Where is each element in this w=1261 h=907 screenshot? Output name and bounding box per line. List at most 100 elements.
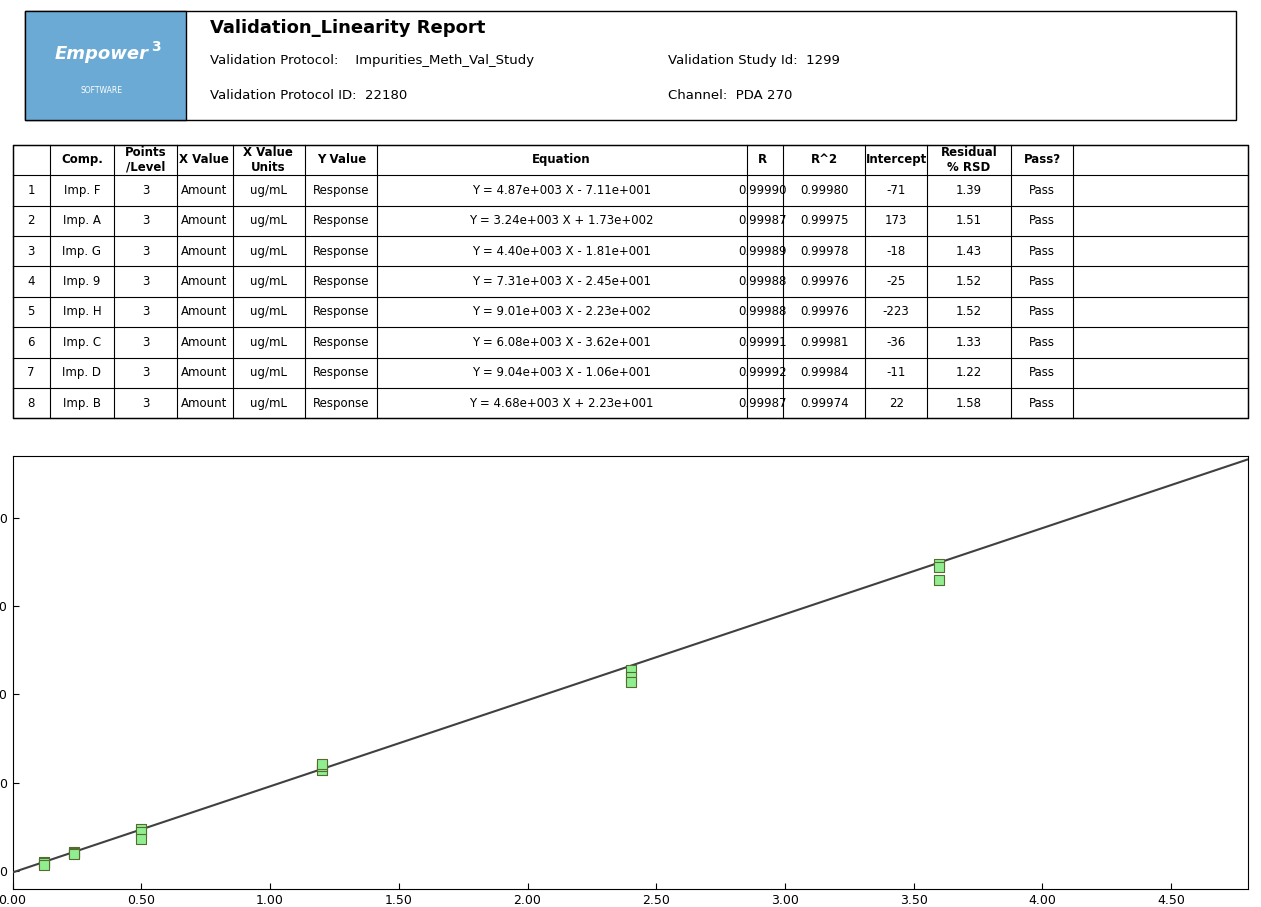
Text: Response: Response xyxy=(313,336,369,349)
Text: 0.99974: 0.99974 xyxy=(801,396,849,410)
Text: 0.99987: 0.99987 xyxy=(739,214,787,228)
Text: Y = 9.01e+003 X - 2.23e+002: Y = 9.01e+003 X - 2.23e+002 xyxy=(472,306,651,318)
Bar xyxy=(25,12,185,121)
Text: 7: 7 xyxy=(28,366,35,379)
Text: Amount: Amount xyxy=(182,245,227,258)
Text: Pass: Pass xyxy=(1029,245,1055,258)
Text: Comp.: Comp. xyxy=(61,153,102,167)
Text: 1: 1 xyxy=(28,184,35,197)
Text: Pass: Pass xyxy=(1029,214,1055,228)
Text: 1.52: 1.52 xyxy=(956,275,982,288)
Text: 3: 3 xyxy=(142,366,150,379)
Text: 0.99975: 0.99975 xyxy=(801,214,849,228)
Text: Validation Protocol ID:  22180: Validation Protocol ID: 22180 xyxy=(211,89,407,102)
Text: Amount: Amount xyxy=(182,396,227,410)
Text: 1.33: 1.33 xyxy=(956,336,982,349)
Text: 8: 8 xyxy=(28,396,35,410)
Text: 0.99981: 0.99981 xyxy=(801,336,849,349)
Text: 3: 3 xyxy=(142,245,150,258)
Text: Response: Response xyxy=(313,184,369,197)
Text: X Value: X Value xyxy=(179,153,230,167)
Text: 1.43: 1.43 xyxy=(956,245,982,258)
Text: Response: Response xyxy=(313,245,369,258)
Text: Equation: Equation xyxy=(532,153,590,167)
Point xyxy=(64,845,84,860)
Text: 3: 3 xyxy=(142,306,150,318)
Text: ug/mL: ug/mL xyxy=(250,336,288,349)
Text: Amount: Amount xyxy=(182,336,227,349)
Text: ug/mL: ug/mL xyxy=(250,214,288,228)
Text: Response: Response xyxy=(313,214,369,228)
Text: 0.99992: 0.99992 xyxy=(739,366,787,379)
Text: -18: -18 xyxy=(886,245,905,258)
Text: Y = 4.68e+003 X + 2.23e+001: Y = 4.68e+003 X + 2.23e+001 xyxy=(469,396,653,410)
Text: 6: 6 xyxy=(28,336,35,349)
Text: 3: 3 xyxy=(142,214,150,228)
Text: Validation Protocol:    Impurities_Meth_Val_Study: Validation Protocol: Impurities_Meth_Val… xyxy=(211,54,535,66)
Point xyxy=(34,854,53,869)
Point xyxy=(34,856,53,871)
Text: 1.51: 1.51 xyxy=(956,214,982,228)
Text: Y = 6.08e+003 X - 3.62e+001: Y = 6.08e+003 X - 3.62e+001 xyxy=(472,336,651,349)
Point xyxy=(131,825,151,840)
Text: Amount: Amount xyxy=(182,214,227,228)
Text: Response: Response xyxy=(313,275,369,288)
Text: 0.99988: 0.99988 xyxy=(739,275,787,288)
Point xyxy=(620,675,641,689)
Text: -71: -71 xyxy=(886,184,905,197)
Point xyxy=(131,822,151,836)
Text: R^2: R^2 xyxy=(811,153,839,167)
Text: -25: -25 xyxy=(886,275,905,288)
Text: Y = 4.40e+003 X - 1.81e+001: Y = 4.40e+003 X - 1.81e+001 xyxy=(472,245,651,258)
Text: 0.99976: 0.99976 xyxy=(801,306,849,318)
Text: Validation Study Id:  1299: Validation Study Id: 1299 xyxy=(667,54,840,66)
Text: Y = 4.87e+003 X - 7.11e+001: Y = 4.87e+003 X - 7.11e+001 xyxy=(472,184,651,197)
Text: 1.58: 1.58 xyxy=(956,396,982,410)
Text: -223: -223 xyxy=(883,306,909,318)
Point xyxy=(929,560,950,574)
Text: ug/mL: ug/mL xyxy=(250,245,288,258)
Text: Imp. 9: Imp. 9 xyxy=(63,275,101,288)
Text: 3: 3 xyxy=(142,184,150,197)
Text: Amount: Amount xyxy=(182,275,227,288)
Text: ug/mL: ug/mL xyxy=(250,275,288,288)
Text: Response: Response xyxy=(313,366,369,379)
Text: Amount: Amount xyxy=(182,306,227,318)
Point xyxy=(620,669,641,684)
Text: Response: Response xyxy=(313,396,369,410)
Text: 0.99988: 0.99988 xyxy=(739,306,787,318)
Text: -11: -11 xyxy=(886,366,905,379)
Text: 22: 22 xyxy=(889,396,904,410)
Text: Y Value: Y Value xyxy=(317,153,366,167)
Text: 1.52: 1.52 xyxy=(956,306,982,318)
Text: Imp. H: Imp. H xyxy=(63,306,101,318)
Text: Imp. B: Imp. B xyxy=(63,396,101,410)
Text: Y = 3.24e+003 X + 1.73e+002: Y = 3.24e+003 X + 1.73e+002 xyxy=(469,214,653,228)
Text: Y = 7.31e+003 X - 2.45e+001: Y = 7.31e+003 X - 2.45e+001 xyxy=(472,275,651,288)
Text: Imp. D: Imp. D xyxy=(62,366,101,379)
Point xyxy=(929,572,950,587)
Point xyxy=(311,759,332,774)
Text: Pass: Pass xyxy=(1029,306,1055,318)
Text: 0.99987: 0.99987 xyxy=(739,396,787,410)
Text: Empower: Empower xyxy=(54,45,149,63)
Text: Amount: Amount xyxy=(182,366,227,379)
Text: Pass: Pass xyxy=(1029,184,1055,197)
Text: -36: -36 xyxy=(886,336,905,349)
Text: Pass: Pass xyxy=(1029,366,1055,379)
Text: 3: 3 xyxy=(142,275,150,288)
Text: 0.99976: 0.99976 xyxy=(801,275,849,288)
Text: Points
/Level: Points /Level xyxy=(125,146,166,174)
Text: 4: 4 xyxy=(28,275,35,288)
Text: 0.99990: 0.99990 xyxy=(739,184,787,197)
Text: Imp. F: Imp. F xyxy=(63,184,100,197)
Text: Response: Response xyxy=(313,306,369,318)
Text: Pass?: Pass? xyxy=(1024,153,1061,167)
Text: ug/mL: ug/mL xyxy=(250,396,288,410)
Text: 0.99980: 0.99980 xyxy=(801,184,849,197)
Text: R: R xyxy=(758,153,767,167)
Text: X Value
Units: X Value Units xyxy=(243,146,294,174)
Point xyxy=(929,556,950,571)
Point xyxy=(311,757,332,772)
Text: 0.99984: 0.99984 xyxy=(801,366,849,379)
